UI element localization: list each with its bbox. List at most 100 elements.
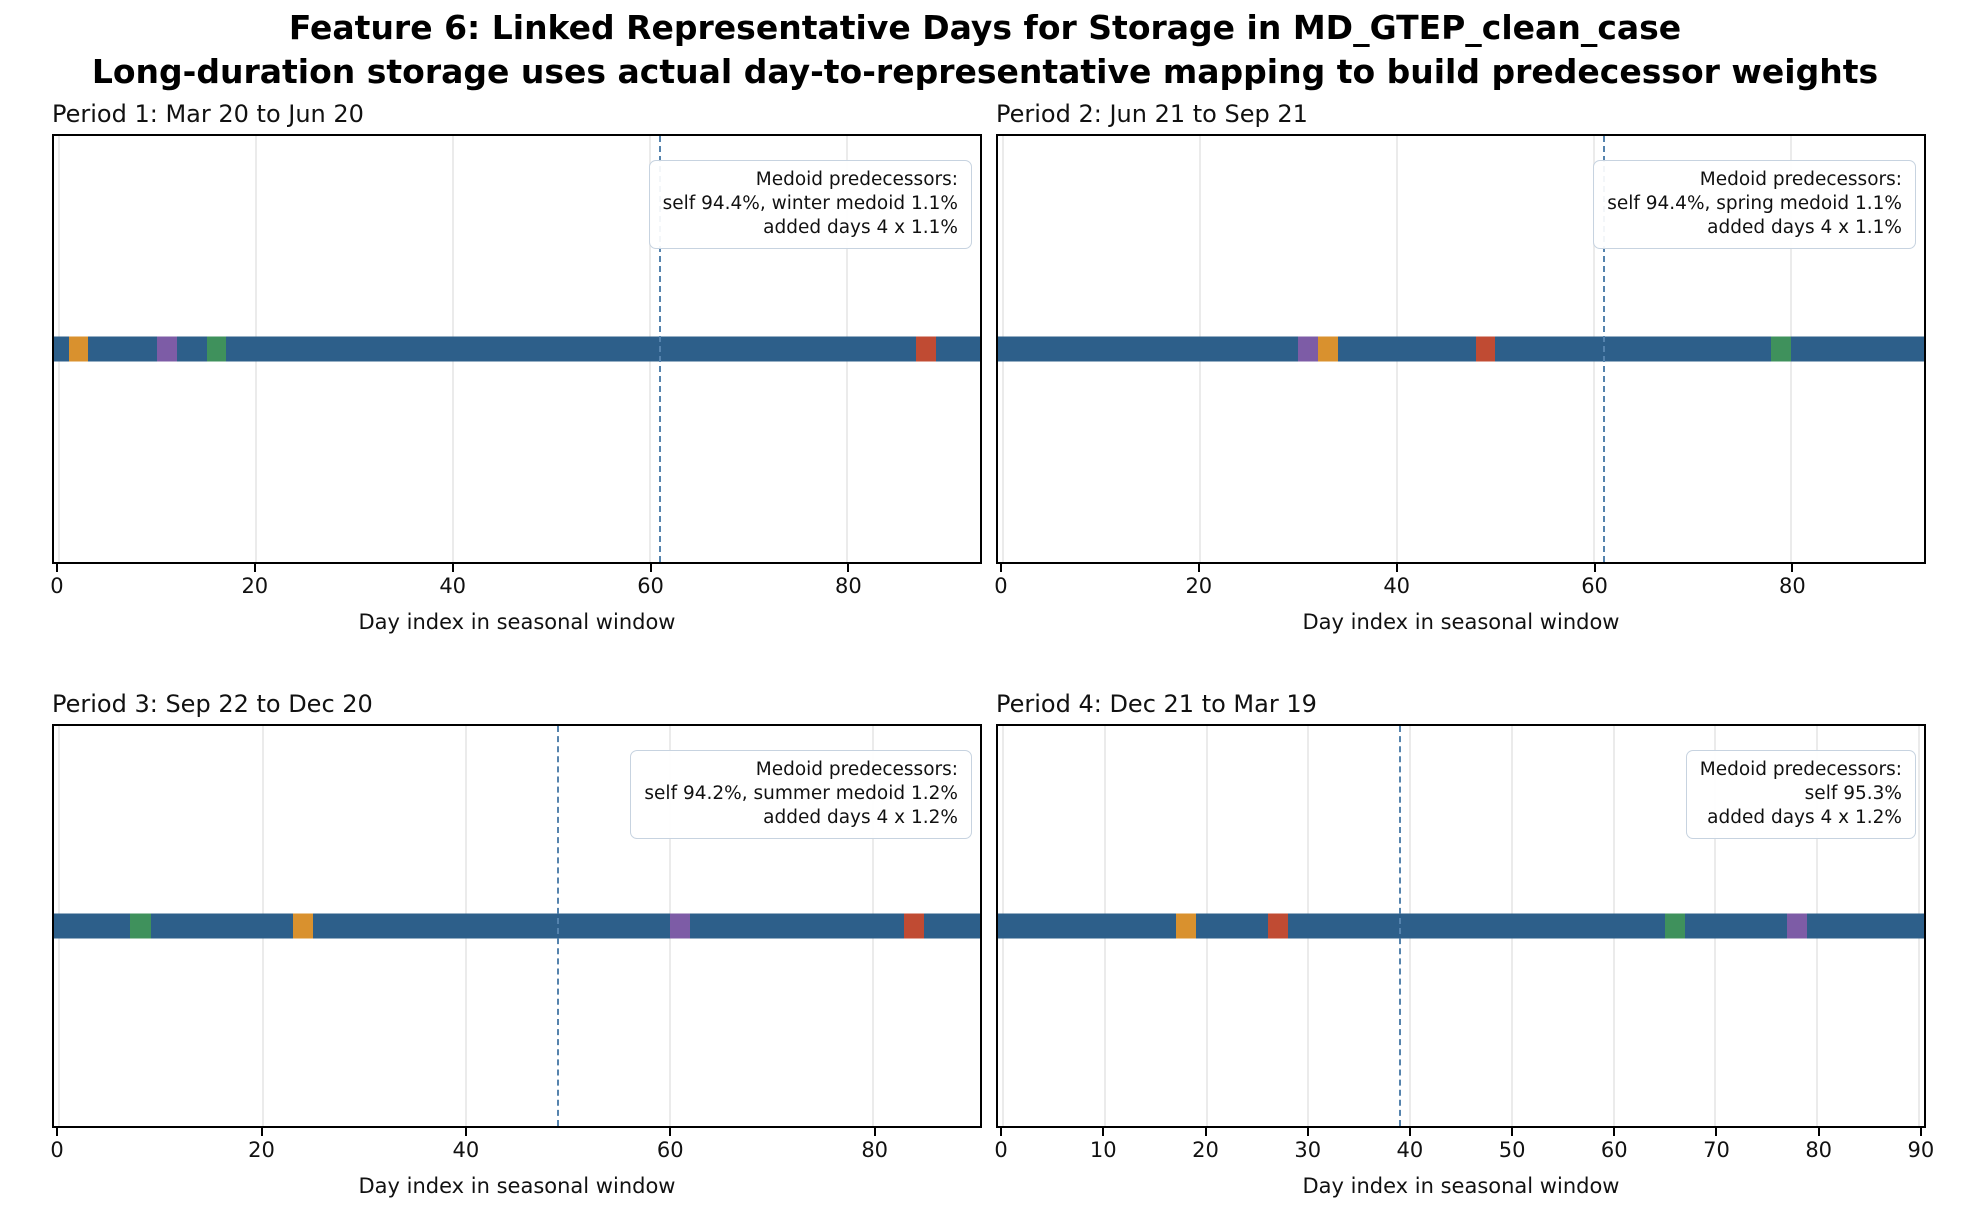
x-tick-label: 20 (241, 574, 269, 598)
x-tick (1197, 564, 1200, 572)
x-tick-label: 40 (452, 1138, 480, 1162)
x-axis: 0 20 40 60 80 (50, 564, 982, 608)
x-tick-label: 0 (50, 1138, 64, 1162)
x-tick-label: 20 (1185, 574, 1213, 598)
x-tick-label: 40 (1396, 1138, 1424, 1162)
subplot-title: Period 3: Sep 22 to Dec 20 (52, 690, 373, 718)
timeline-bar (998, 913, 1924, 939)
annotation-line: self 94.4%, spring medoid 1.1% (1607, 193, 1902, 215)
added-day-segment-red (903, 913, 925, 939)
annotation-line: added days 4 x 1.1% (763, 217, 958, 239)
added-day-segment-purple (1298, 336, 1319, 362)
x-tick-label: 50 (1498, 1138, 1526, 1162)
annotation-line: self 94.2%, summer medoid 1.2% (644, 783, 958, 805)
subplot-period-3: Period 3: Sep 22 to Dec 20 Medoid predec… (50, 690, 982, 1198)
x-tick (847, 564, 850, 572)
added-day-segment-orange (1176, 913, 1197, 939)
medoid-dashed-line (556, 726, 559, 1126)
annotation-line: Medoid predecessors: (1699, 759, 1902, 780)
x-tick-label: 60 (1600, 1138, 1628, 1162)
x-tick-label: 20 (1192, 1138, 1219, 1162)
subplot-title: Period 4: Dec 21 to Mar 19 (996, 690, 1317, 718)
added-day-segment-red (1267, 913, 1288, 939)
added-day-segment-purple (1786, 913, 1807, 939)
x-axis: 0 20 40 60 80 (994, 564, 1926, 608)
medoid-dashed-line (1398, 726, 1401, 1126)
added-day-segment-purple (669, 913, 690, 939)
x-tick (1715, 1128, 1718, 1136)
annotation-line: self 94.4%, winter medoid 1.1% (662, 193, 958, 215)
x-tick (1102, 1128, 1105, 1136)
plot-area: Medoid predecessors: self 94.2%, summer m… (52, 724, 982, 1128)
x-tick-label: 0 (50, 574, 64, 598)
x-tick-label: 20 (248, 1138, 275, 1162)
timeline-bar (54, 913, 980, 939)
x-tick-label: 70 (1703, 1138, 1730, 1162)
added-day-segment-red (1475, 336, 1496, 362)
plot-area: Medoid predecessors: self 95.3% added days… (996, 724, 1926, 1128)
subplot-period-2: Period 2: Jun 21 to Sep 21 Medoid predec… (994, 100, 1926, 634)
plot-area: Medoid predecessors: self 94.4%, spring m… (996, 134, 1926, 564)
subplot-title: Period 1: Mar 20 to Jun 20 (52, 100, 364, 128)
x-tick (1919, 1128, 1922, 1136)
x-axis-label: Day index in seasonal window (1302, 610, 1620, 634)
x-tick-label: 80 (1805, 1138, 1833, 1162)
medoid-dashed-line (1602, 136, 1605, 562)
subplot-period-4: Period 4: Dec 21 to Mar 19 Medoid predec… (994, 690, 1934, 1198)
medoid-annotation: Medoid predecessors: self 94.2%, summer m… (630, 750, 972, 840)
x-axis: 0 10 20 30 40 50 60 70 80 90 (994, 1128, 1934, 1172)
x-tick (1306, 1128, 1309, 1136)
x-tick (1817, 1128, 1820, 1136)
annotation-line: added days 4 x 1.1% (1707, 217, 1902, 239)
x-tick-label: 90 (1907, 1138, 1935, 1162)
x-tick-label: 60 (1581, 574, 1608, 598)
annotation-line: added days 4 x 1.2% (763, 807, 958, 829)
x-tick (56, 1128, 59, 1136)
x-tick-label: 80 (835, 574, 862, 598)
x-tick (1593, 564, 1596, 572)
x-tick-label: 60 (637, 574, 664, 598)
added-day-segment-green (1771, 336, 1791, 362)
x-tick-label: 30 (1294, 1138, 1322, 1162)
medoid-annotation: Medoid predecessors: self 95.3% added days… (1685, 750, 1916, 840)
annotation-line: added days 4 x 1.2% (1707, 807, 1902, 829)
x-tick-label: 0 (994, 1138, 1008, 1162)
x-tick (1791, 564, 1794, 572)
x-tick (649, 564, 652, 572)
annotation-line: Medoid predecessors: (1699, 169, 1902, 190)
x-tick-label: 80 (861, 1138, 889, 1162)
x-tick (1000, 1128, 1003, 1136)
subplot-title: Period 2: Jun 21 to Sep 21 (996, 100, 1308, 128)
medoid-annotation: Medoid predecessors: self 94.4%, winter m… (648, 160, 972, 250)
x-tick (1395, 564, 1398, 572)
x-tick-label: 40 (1383, 574, 1411, 598)
x-tick-label: 60 (656, 1138, 684, 1162)
x-tick (260, 1128, 263, 1136)
x-tick-label: 0 (994, 574, 1008, 598)
added-day-segment-purple (157, 336, 178, 362)
added-day-segment-orange (68, 336, 89, 362)
added-day-segment-green (1664, 913, 1685, 939)
figure-subtitle: Long-duration storage uses actual day-to… (91, 52, 1879, 91)
added-day-segment-orange (1318, 336, 1338, 362)
figure-title: Feature 6: Linked Representative Days fo… (288, 8, 1682, 47)
x-tick (999, 564, 1002, 572)
x-tick (669, 1128, 672, 1136)
x-tick-label: 40 (439, 574, 467, 598)
x-axis-label: Day index in seasonal window (1302, 1174, 1620, 1198)
x-tick (253, 564, 256, 572)
x-axis-label: Day index in seasonal window (358, 1174, 676, 1198)
x-tick (451, 564, 454, 572)
x-axis-label: Day index in seasonal window (358, 610, 676, 634)
timeline-bar (54, 336, 980, 362)
added-day-segment-red (915, 336, 936, 362)
plot-area: Medoid predecessors: self 94.4%, winter m… (52, 134, 982, 564)
x-tick (1204, 1128, 1207, 1136)
added-day-segment-green (130, 913, 151, 939)
annotation-line: Medoid predecessors: (755, 759, 958, 780)
annotation-line: Medoid predecessors: (755, 169, 958, 190)
x-tick (1613, 1128, 1616, 1136)
x-tick-label: 80 (1779, 574, 1806, 598)
x-tick (1408, 1128, 1411, 1136)
x-tick (1511, 1128, 1514, 1136)
